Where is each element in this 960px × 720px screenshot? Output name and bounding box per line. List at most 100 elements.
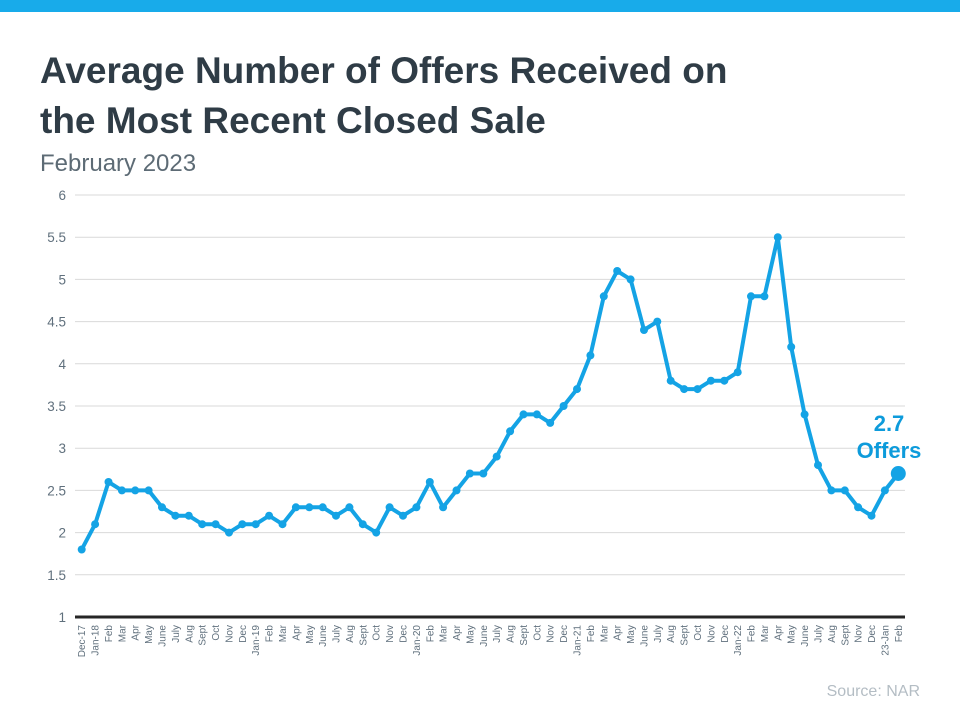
x-axis-tick-label: Apr bbox=[452, 624, 463, 640]
data-point bbox=[666, 376, 675, 385]
y-axis-tick-label: 2.5 bbox=[47, 483, 66, 498]
data-point bbox=[117, 486, 126, 495]
x-axis-tick-label: 23-Jan bbox=[880, 625, 891, 656]
x-axis-tick-label: Mar bbox=[760, 624, 771, 642]
x-axis-tick-label: Dec bbox=[867, 625, 878, 643]
data-point bbox=[305, 503, 314, 512]
data-point bbox=[532, 410, 541, 419]
data-point bbox=[345, 503, 354, 512]
x-axis-tick-label: Aug bbox=[827, 625, 838, 643]
x-axis-tick-label: Jan-22 bbox=[733, 625, 744, 656]
x-axis-tick-label: June bbox=[800, 625, 811, 647]
x-axis-tick-label: July bbox=[813, 625, 824, 643]
y-axis-tick-label: 2 bbox=[58, 526, 66, 541]
data-point bbox=[158, 503, 166, 512]
x-axis-tick-label: Apr bbox=[613, 624, 624, 640]
x-axis-tick-label: Feb bbox=[747, 625, 758, 643]
data-point bbox=[814, 461, 822, 470]
data-point bbox=[291, 503, 300, 512]
x-axis-tick-label: Feb bbox=[894, 625, 905, 643]
data-point bbox=[867, 511, 876, 520]
x-axis-tick-label: Sept bbox=[840, 625, 851, 646]
data-point bbox=[184, 511, 193, 520]
page-subtitle: February 2023 bbox=[40, 150, 197, 177]
data-point bbox=[332, 511, 340, 520]
last-point-annotation: 2.7 Offers bbox=[850, 410, 928, 464]
data-point bbox=[840, 486, 849, 495]
x-axis-tick-label: Jan-19 bbox=[251, 625, 262, 656]
x-axis-tick-label: May bbox=[144, 625, 155, 644]
data-point bbox=[399, 511, 407, 520]
x-axis-tick-label: Dec bbox=[559, 625, 570, 643]
x-axis-tick-label: Mar bbox=[278, 624, 289, 642]
x-axis-tick-label: Oct bbox=[211, 625, 222, 641]
data-point bbox=[439, 503, 448, 512]
x-axis-tick-label: Sept bbox=[358, 625, 369, 646]
x-axis-tick-label: Oct bbox=[532, 625, 543, 641]
y-axis-tick-label: 5 bbox=[58, 272, 66, 287]
data-point bbox=[720, 376, 729, 385]
x-axis-tick-label: Feb bbox=[265, 625, 276, 643]
data-point bbox=[225, 528, 233, 537]
x-axis-tick-label: Dec bbox=[238, 625, 249, 643]
top-accent-bar bbox=[0, 0, 960, 12]
data-point bbox=[77, 545, 86, 554]
data-point bbox=[733, 368, 742, 377]
data-point bbox=[372, 528, 381, 537]
x-axis-tick-label: June bbox=[479, 625, 490, 647]
x-axis-tick-label: Oct bbox=[372, 625, 383, 641]
data-point bbox=[131, 486, 140, 495]
data-point bbox=[706, 376, 715, 385]
data-point bbox=[144, 486, 153, 495]
annotation-value: 2.7 bbox=[873, 411, 905, 436]
data-point bbox=[251, 520, 260, 529]
data-point bbox=[787, 342, 796, 351]
data-point bbox=[358, 520, 367, 529]
x-axis-tick-label: Mar bbox=[439, 624, 450, 642]
y-axis-tick-label: 1.5 bbox=[47, 568, 66, 583]
data-point bbox=[800, 410, 809, 419]
data-point bbox=[171, 511, 180, 520]
x-axis-tick-label: Dec-17 bbox=[77, 625, 88, 658]
data-point bbox=[747, 292, 755, 301]
x-axis-tick-label: June bbox=[158, 625, 169, 647]
x-axis-tick-label: Sept bbox=[519, 625, 530, 646]
x-axis-tick-label: June bbox=[318, 625, 329, 647]
data-point bbox=[827, 486, 836, 495]
data-point bbox=[238, 520, 247, 529]
data-point bbox=[479, 469, 488, 478]
x-axis-tick-label: Jan-18 bbox=[91, 625, 102, 656]
y-axis-tick-label: 4 bbox=[58, 357, 66, 372]
data-point bbox=[519, 410, 528, 419]
data-point bbox=[880, 486, 889, 495]
x-axis-tick-label: Nov bbox=[224, 625, 235, 643]
y-axis-tick-label: 5.5 bbox=[47, 230, 66, 245]
data-line bbox=[79, 235, 901, 552]
x-axis-tick-label: Jan-21 bbox=[573, 625, 584, 656]
data-point bbox=[412, 503, 421, 512]
data-point bbox=[104, 478, 113, 486]
x-axis-tick-label: Feb bbox=[425, 625, 436, 643]
data-point bbox=[640, 326, 648, 334]
x-axis-tick-label: May bbox=[305, 625, 316, 644]
data-point bbox=[506, 427, 515, 436]
data-point bbox=[559, 402, 568, 410]
data-point bbox=[586, 351, 595, 360]
x-axis-tick-label: Aug bbox=[666, 625, 677, 643]
data-point bbox=[318, 503, 327, 512]
data-point bbox=[599, 292, 608, 301]
y-axis-tick-label: 3 bbox=[58, 441, 66, 456]
x-axis-tick-label: Feb bbox=[586, 625, 597, 643]
data-point-last bbox=[890, 466, 906, 481]
x-axis-tick-label: July bbox=[653, 625, 664, 643]
y-axis-tick-label: 4.5 bbox=[47, 315, 66, 330]
x-axis-tick-label: Dec bbox=[398, 625, 409, 643]
x-axis-tick-label: Nov bbox=[385, 625, 396, 643]
data-point bbox=[385, 503, 394, 512]
x-axis-tick-label: July bbox=[332, 625, 343, 643]
x-axis-tick-label: July bbox=[171, 625, 182, 643]
data-point bbox=[278, 520, 287, 529]
data-point bbox=[613, 267, 622, 275]
x-axis-tick-label: June bbox=[639, 625, 650, 647]
x-axis-tick-label: Dec bbox=[720, 625, 731, 643]
